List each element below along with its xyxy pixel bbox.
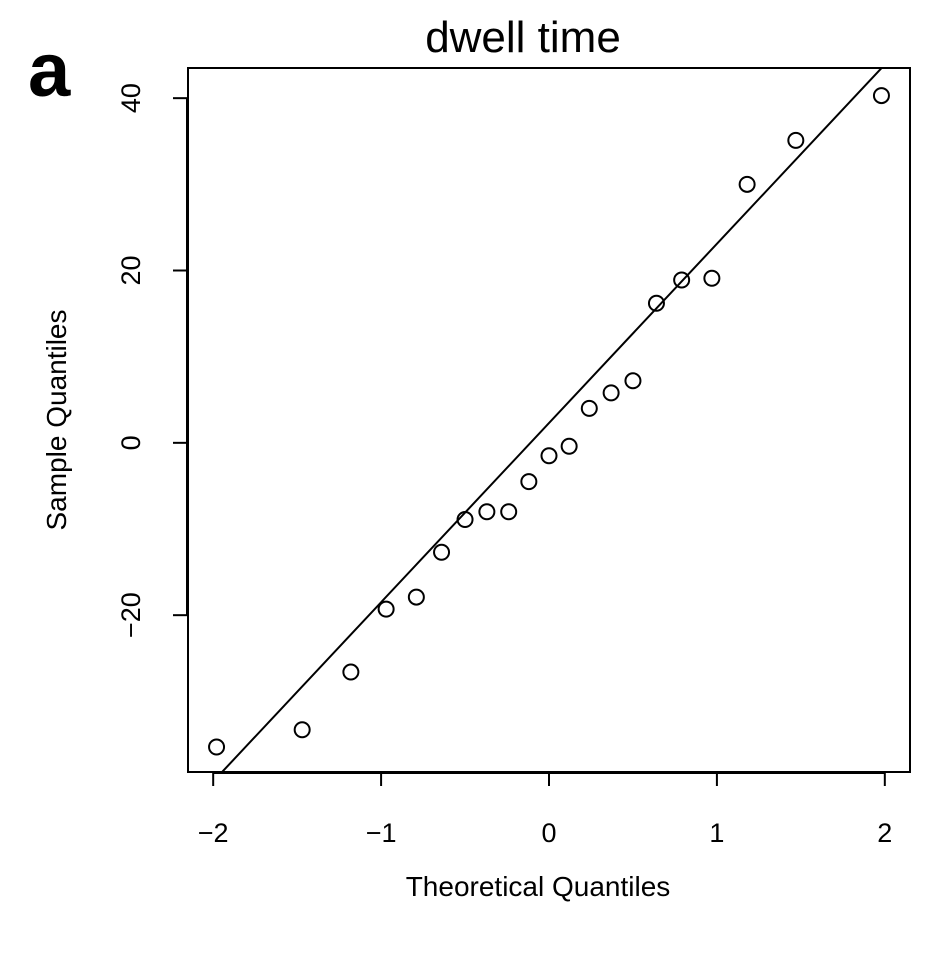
data-point: [433, 543, 451, 561]
data-point: [738, 175, 756, 193]
data-point: [602, 384, 620, 402]
panel-label: a: [28, 28, 71, 113]
data-point: [872, 87, 890, 105]
data-point: [478, 503, 496, 521]
data-point: [500, 503, 518, 521]
x-tick-label: −1: [366, 818, 397, 848]
data-points: [208, 87, 890, 756]
reference-line: [220, 68, 883, 772]
plot-frame: [187, 67, 911, 773]
data-point: [703, 269, 721, 287]
x-tick-label: −2: [198, 818, 229, 848]
data-point: [560, 437, 578, 455]
y-tick-label: 0: [116, 435, 146, 450]
data-point: [673, 271, 691, 289]
x-axis: −2 −1 0 1 2: [198, 772, 892, 848]
data-point: [520, 473, 538, 491]
data-point: [377, 600, 395, 618]
data-point: [407, 588, 425, 606]
x-tick-label: 0: [541, 818, 556, 848]
chart-title: dwell time: [425, 13, 621, 62]
data-point: [647, 294, 665, 312]
data-point: [624, 372, 642, 390]
data-point: [540, 447, 558, 465]
y-axis-label: Sample Quantiles: [41, 309, 72, 530]
data-point: [787, 131, 805, 149]
data-point: [293, 721, 311, 739]
x-axis-label: Theoretical Quantiles: [406, 871, 671, 902]
y-axis: −20 0 20 40: [116, 83, 188, 638]
y-tick-label: 40: [116, 83, 146, 113]
y-tick-label: −20: [116, 592, 146, 638]
x-tick-label: 1: [709, 818, 724, 848]
x-tick-label: 2: [877, 818, 892, 848]
data-point: [580, 399, 598, 417]
data-point: [456, 511, 474, 529]
data-point: [208, 738, 226, 756]
data-point: [342, 663, 360, 681]
y-tick-label: 20: [116, 255, 146, 285]
